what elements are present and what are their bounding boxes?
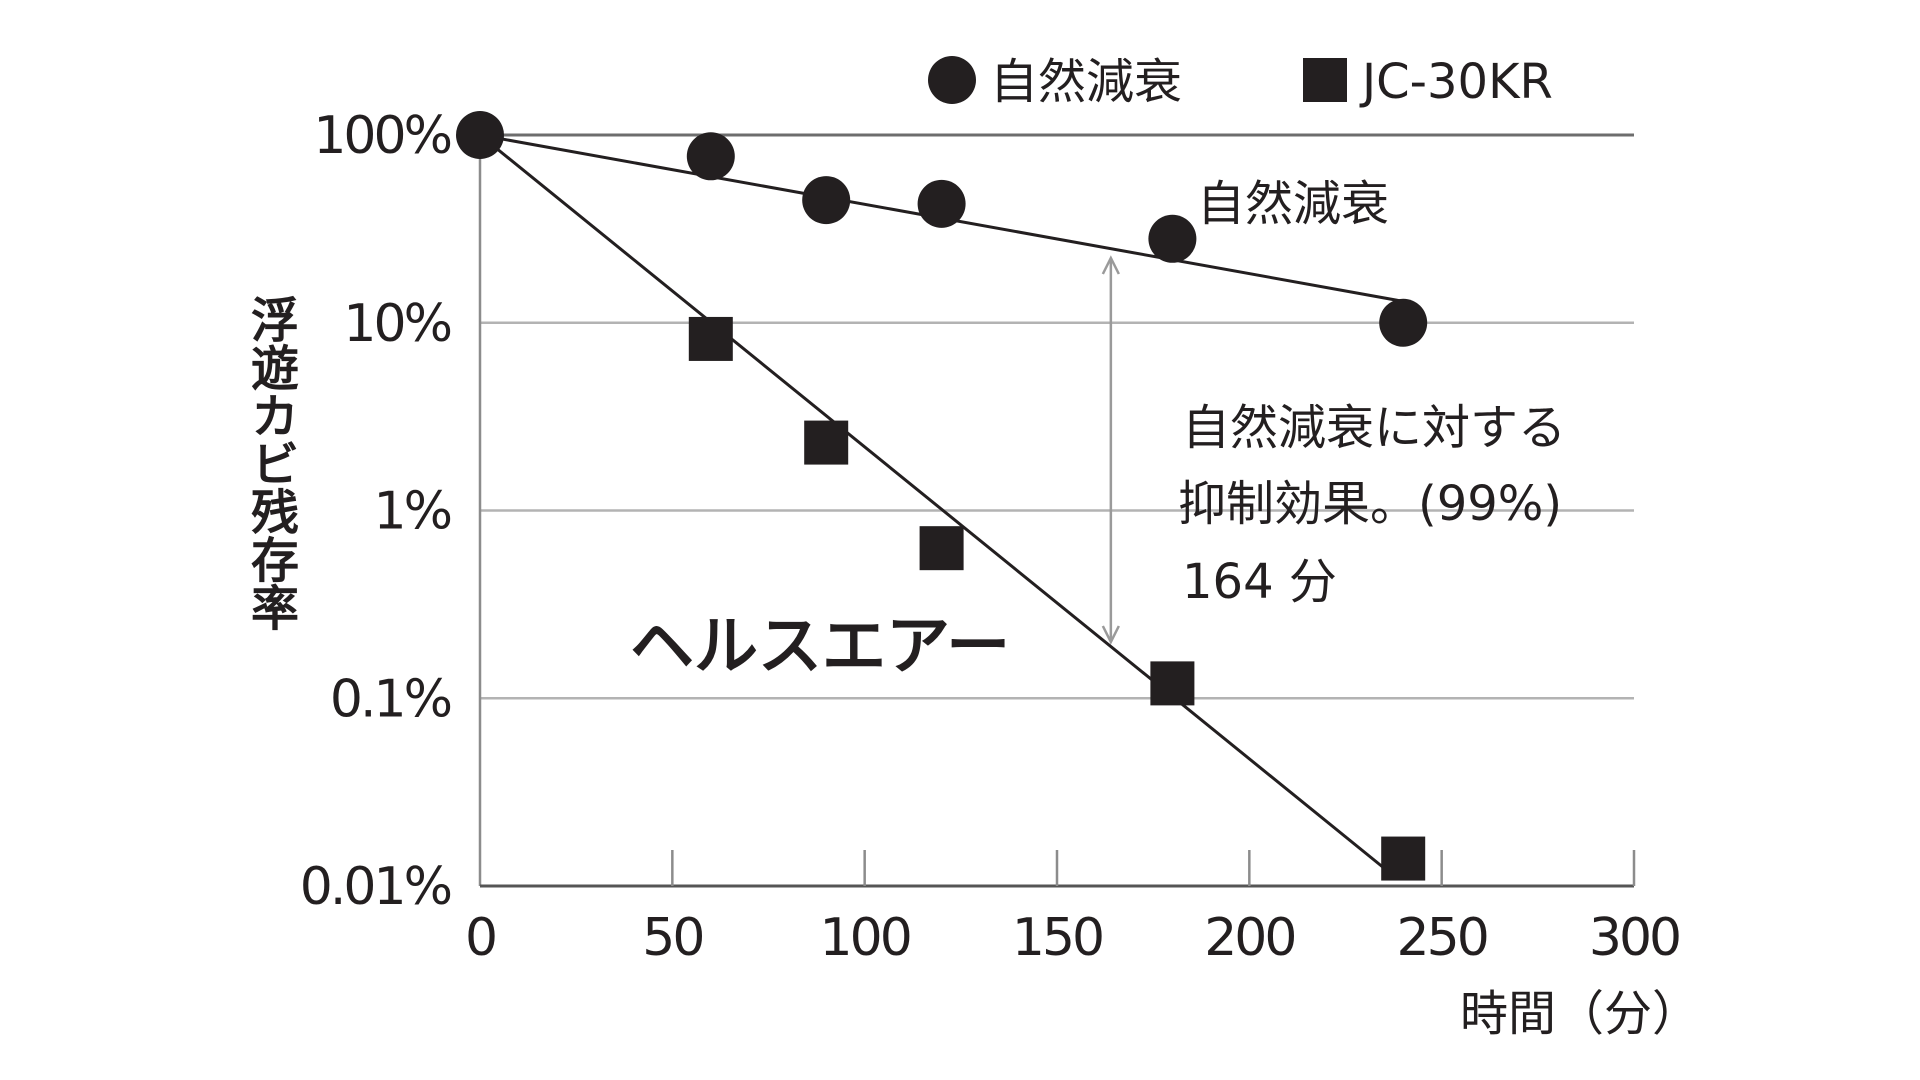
data-point-natural bbox=[1379, 298, 1428, 347]
legend-label-jc30kr: JC-30KR bbox=[1359, 54, 1553, 110]
arrow-head-down bbox=[1101, 625, 1120, 645]
data-point-natural bbox=[686, 132, 735, 181]
y-axis-label: 浮遊カビ残存率 bbox=[242, 295, 299, 631]
legend: 自然減衰 JC-30KR bbox=[928, 54, 1553, 110]
data-point-jc30kr bbox=[1150, 661, 1195, 706]
axes bbox=[478, 135, 1636, 888]
effect-arrow bbox=[1101, 255, 1120, 645]
data-point-natural bbox=[456, 111, 504, 159]
x-tick-label: 150 bbox=[1012, 908, 1102, 968]
legend-marker-square bbox=[1303, 58, 1347, 102]
data-point-natural bbox=[1148, 214, 1197, 263]
arrow-head-up bbox=[1101, 255, 1120, 275]
data-points bbox=[456, 111, 1428, 881]
annotation-effect-line2: 抑制効果。(99%) bbox=[1178, 476, 1562, 532]
legend-marker-circle bbox=[928, 56, 976, 104]
tick-labels: 0 50 100 150 200 250 300 100% 10% 1% 0.1% 0.01% bbox=[300, 106, 1682, 968]
x-tick-label: 250 bbox=[1397, 908, 1487, 968]
y-tick-label: 0.1% bbox=[330, 669, 451, 729]
y-tick-label: 10% bbox=[343, 294, 450, 354]
annotation-product: ヘルスエアー bbox=[630, 610, 1010, 684]
data-point-jc30kr bbox=[919, 526, 964, 571]
x-axis-label: 時間（分） bbox=[1460, 986, 1700, 1042]
y-tick-label: 1% bbox=[374, 482, 451, 542]
gridlines bbox=[480, 133, 1634, 700]
x-tick-label: 300 bbox=[1589, 908, 1679, 968]
x-tick-label: 200 bbox=[1204, 908, 1294, 968]
x-tick-label: 0 bbox=[465, 908, 495, 968]
annotation-natural-decay: 自然減衰 bbox=[1197, 176, 1389, 232]
y-tick-label: 100% bbox=[313, 106, 450, 166]
trendline-jc30kr bbox=[479, 133, 1389, 873]
data-point-jc30kr bbox=[804, 420, 849, 465]
x-tick-label: 100 bbox=[820, 908, 910, 968]
data-point-jc30kr bbox=[1381, 836, 1426, 881]
x-tick-label: 50 bbox=[642, 908, 702, 968]
data-point-natural bbox=[802, 176, 851, 225]
annotation-effect-line3: 164 分 bbox=[1182, 554, 1337, 610]
data-point-natural bbox=[917, 179, 966, 228]
data-point-jc30kr bbox=[688, 316, 733, 361]
annotation-effect-line1: 自然減衰に対する bbox=[1182, 400, 1566, 456]
y-tick-label: 0.01% bbox=[300, 857, 451, 917]
legend-label-natural: 自然減衰 bbox=[990, 54, 1182, 110]
